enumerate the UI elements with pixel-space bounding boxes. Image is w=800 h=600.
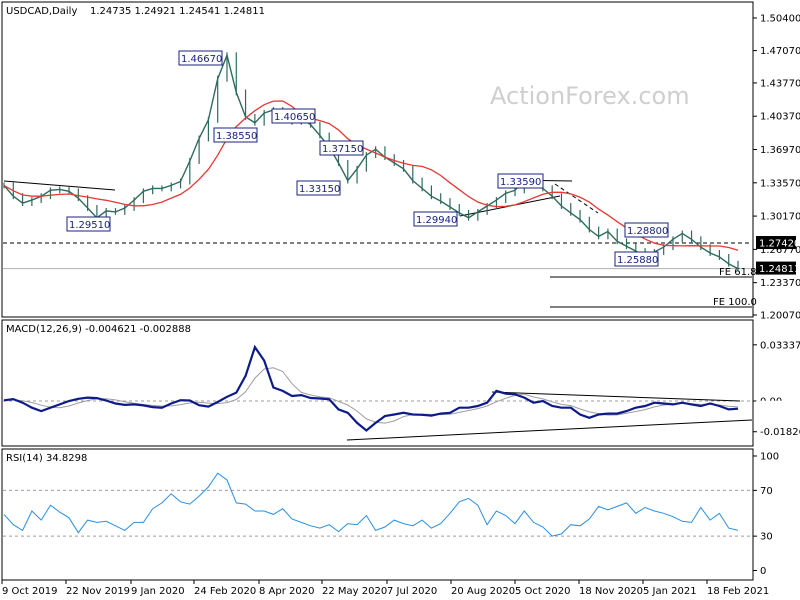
swing-annotation-box [614, 251, 659, 267]
price-y-tick-label: 1.40370 [760, 112, 800, 123]
marked-level-tag-label: 1.27420 [759, 239, 800, 250]
trendline-dashed [554, 183, 599, 214]
x-tick-label: 5 Jan 2021 [643, 586, 697, 597]
rsi-y-tick-label: 100 [760, 452, 779, 463]
macd-title: MACD(12,26,9) -0.004621 -0.002888 [6, 324, 191, 335]
price-y-tick-label: 1.36970 [760, 145, 800, 156]
price-header-symbol: USDCAD,Daily [6, 6, 77, 17]
macd-line [3, 344, 739, 432]
fe-61-8-label: FE 61.8 [719, 267, 757, 278]
swing-annotation-box [271, 108, 316, 124]
swing-annotation-box [178, 50, 223, 66]
price-y-tick-label: 1.43770 [760, 78, 800, 89]
x-tick-label: 18 Nov 2020 [579, 586, 643, 597]
swing-annotation-label: 1.28800 [627, 226, 668, 237]
price-panel: ActionForex.com USDCAD,Daily 1.24735 1.2… [1, 1, 800, 322]
moving-average-line [3, 100, 739, 251]
swing-annotation-label: 1.40650 [274, 112, 315, 123]
trendline-1 [3, 180, 116, 191]
swing-annotation-label: 1.46670 [181, 54, 222, 65]
swing-annotation-box [624, 222, 669, 238]
x-tick-label: 24 Feb 2020 [194, 586, 256, 597]
swing-annotation-box [413, 211, 458, 227]
x-tick-label: 22 Nov 2019 [66, 586, 130, 597]
macd-y-tick-label: -0.018262 [760, 427, 800, 438]
x-tick-label: 9 Jan 2020 [131, 586, 185, 597]
rsi-line [3, 472, 739, 537]
rsi-y-tick-label: 30 [760, 532, 773, 543]
rsi-y-tick-label: 0 [760, 566, 766, 577]
price-y-tick-label: 1.50400 [760, 14, 800, 25]
price-y-tick-label: 1.33570 [760, 178, 800, 189]
x-tick-label: 7 Jul 2020 [387, 586, 437, 597]
x-tick-label: 9 Oct 2019 [2, 586, 57, 597]
swing-annotation-label: 1.29510 [69, 220, 110, 231]
swing-annotation-box [319, 140, 364, 156]
rsi-y-tick-label: 70 [760, 486, 773, 497]
price-y-tick-label: 1.30170 [760, 212, 800, 223]
x-tick-label: 22 May 2020 [322, 586, 387, 597]
price-y-tick-label: 1.23370 [760, 278, 800, 289]
macd-resistance-line [491, 391, 741, 402]
price-line [3, 52, 739, 270]
rsi-title: RSI(14) 34.8298 [6, 453, 87, 464]
swing-annotation-label: 1.33150 [299, 184, 340, 195]
macd-support-line [346, 419, 753, 441]
x-tick-label: 20 Aug 2020 [451, 586, 515, 597]
x-axis: 9 Oct 2019 22 Nov 2019 9 Jan 2020 24 Feb 20… [1, 580, 769, 597]
rsi-panel: RSI(14) 34.8298 100 70 30 0 [1, 448, 779, 581]
price-y-tick-label: 1.47070 [760, 46, 800, 57]
current-price-tag [756, 261, 796, 275]
swing-annotation-box [497, 173, 544, 189]
macd-current-tag [756, 400, 796, 410]
x-tick-label: 18 Feb 2021 [707, 586, 769, 597]
macd-panel: MACD(12,26,9) -0.004621 -0.002888 0.0333… [1, 319, 800, 447]
marked-level-tag [756, 236, 796, 250]
swing-annotation-label: 1.25880 [617, 255, 658, 266]
current-price-tag-label: 1.24811 [759, 264, 800, 275]
x-tick-label: 5 Oct 2020 [515, 586, 570, 597]
swing-annotation-box [213, 127, 258, 143]
macd-y-tick-label: 0.03337 [760, 340, 800, 351]
swing-annotation-box [66, 216, 111, 232]
fe-100-label: FE 100.0 [713, 297, 757, 308]
price-y-tick-label: 1.26770 [760, 245, 800, 256]
swing-annotation-label: 1.38550 [216, 131, 257, 142]
swing-annotation-label: 1.37150 [322, 144, 363, 155]
watermark: ActionForex.com [490, 82, 690, 110]
price-header-ohlc: 1.24735 1.24921 1.24541 1.24811 [90, 6, 265, 17]
price-y-tick-label: 1.20070 [760, 311, 800, 322]
swing-annotation-label: 1.33590 [500, 177, 541, 188]
macd-signal-line [3, 367, 739, 424]
swing-annotation-box [296, 180, 341, 196]
x-tick-label: 8 Apr 2020 [259, 586, 314, 597]
swing-annotation-label: 1.29940 [416, 215, 457, 226]
